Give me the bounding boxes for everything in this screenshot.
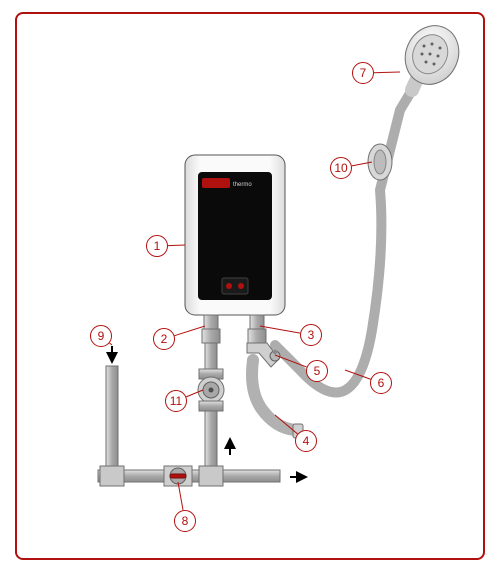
callout-number: 4 bbox=[303, 434, 310, 448]
callout-number: 5 bbox=[314, 364, 321, 378]
callout-8: 8 bbox=[174, 510, 196, 532]
callout-3: 3 bbox=[300, 324, 322, 346]
callout-7: 7 bbox=[352, 62, 374, 84]
callout-4: 4 bbox=[295, 430, 317, 452]
callout-number: 8 bbox=[182, 514, 189, 528]
callout-6: 6 bbox=[370, 372, 392, 394]
callout-9: 9 bbox=[90, 325, 112, 347]
callout-number: 11 bbox=[170, 394, 182, 408]
callout-number: 1 bbox=[154, 239, 161, 253]
callout-number: 10 bbox=[334, 161, 347, 175]
callout-10: 10 bbox=[330, 157, 352, 179]
callout-number: 7 bbox=[360, 66, 367, 80]
callout-number: 2 bbox=[161, 332, 168, 346]
callout-11: 11 bbox=[165, 390, 187, 412]
diagram-frame bbox=[15, 12, 485, 560]
diagram-stage: thermo bbox=[0, 0, 500, 575]
callout-1: 1 bbox=[146, 235, 168, 257]
callout-5: 5 bbox=[306, 360, 328, 382]
callout-number: 3 bbox=[308, 328, 315, 342]
callout-number: 9 bbox=[98, 329, 105, 343]
callout-2: 2 bbox=[153, 328, 175, 350]
callout-number: 6 bbox=[378, 376, 385, 390]
